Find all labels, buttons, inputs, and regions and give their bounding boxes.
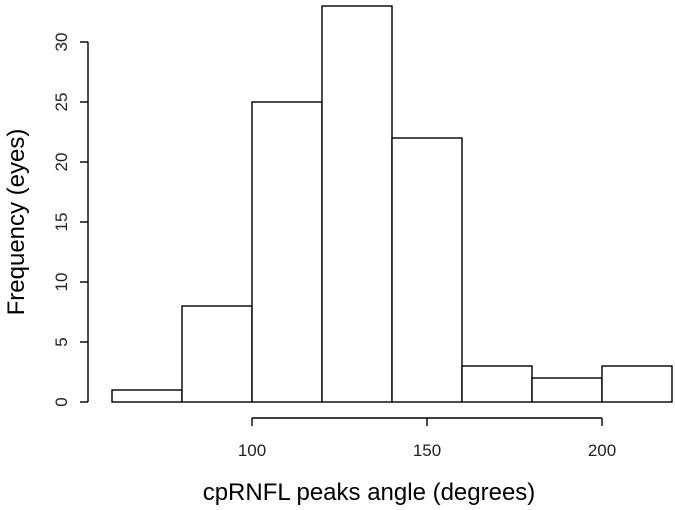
- y-tick-label: 20: [52, 153, 71, 172]
- histogram-bar: [461, 365, 533, 403]
- y-tick-label: 25: [52, 93, 71, 112]
- y-tick-label: 0: [52, 397, 71, 406]
- histogram-bar: [391, 137, 463, 403]
- x-axis-title: cpRNFL peaks angle (degrees): [203, 479, 536, 506]
- histogram-bar: [181, 305, 253, 403]
- histogram-bar: [111, 389, 183, 403]
- histogram-bar: [251, 101, 323, 403]
- histogram-bar: [531, 377, 603, 403]
- x-tick-label: 100: [238, 441, 266, 460]
- y-tick-label: 10: [52, 273, 71, 292]
- x-tick-label: 150: [413, 441, 441, 460]
- histogram-bar: [601, 365, 673, 403]
- y-tick-label: 5: [52, 337, 71, 346]
- x-tick-label: 200: [588, 441, 616, 460]
- y-axis-title: Frequency (eyes): [3, 129, 30, 316]
- y-tick-label: 15: [52, 213, 71, 232]
- histogram-bar: [321, 5, 393, 403]
- y-tick-label: 30: [52, 33, 71, 52]
- x-axis: 100 150 200: [238, 417, 616, 460]
- y-axis: 0 5 10 15 20 25 30: [52, 33, 89, 407]
- bars-group: [111, 5, 673, 403]
